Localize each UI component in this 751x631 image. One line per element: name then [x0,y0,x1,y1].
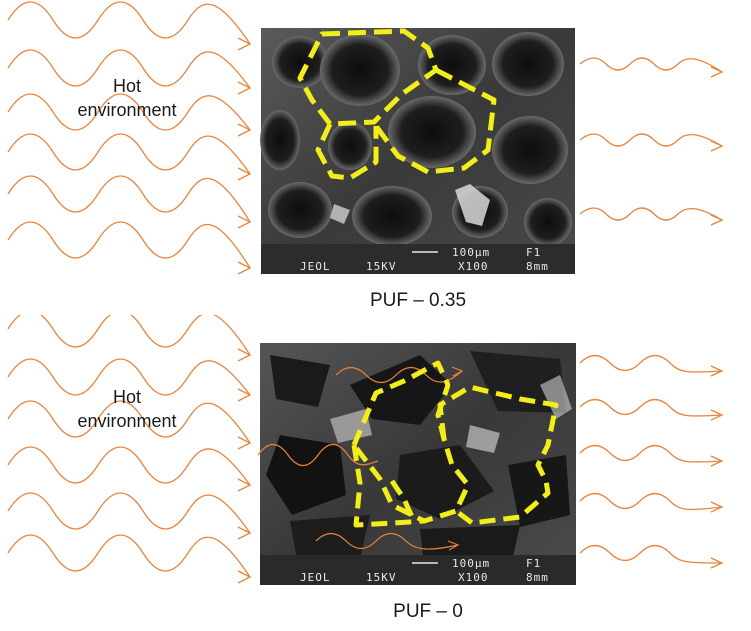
top-panel: JEOL 15KV 100μm F1 X100 8mm Hot environm… [0,0,751,315]
sem-distance-label: 8mm [526,571,549,584]
incoming-arrowheads [237,348,252,584]
outgoing-heat-waves [579,354,723,564]
bottom-panel-graphics: JEOL 15KV 100μm F1 X100 8mm [7,315,724,585]
hot-environment-label-bottom: Hot environment [77,387,177,431]
sem-instrument-label: JEOL [300,571,331,584]
sem-frame-label: F1 [526,557,541,570]
incoming-arrowheads [237,37,252,275]
sem-micrograph-bottom: JEOL 15KV 100μm F1 X100 8mm [260,343,576,585]
sem-scale-label: 100μm [452,246,490,259]
sem-magnification-label: X100 [458,260,489,273]
caption-bottom: PUF – 0 [393,601,463,622]
sem-micrograph-top: JEOL 15KV 100μm F1 X100 8mm [260,28,575,274]
sem-voltage-label: 15KV [366,260,397,273]
outgoing-arrowheads [710,66,724,226]
through-heat-waves [257,366,463,550]
top-panel-graphics: JEOL 15KV 100μm F1 X100 8mm [7,1,724,275]
cell-outline-highlights [351,360,559,528]
sem-scale-label: 100μm [452,557,490,570]
incoming-heat-waves [7,1,251,269]
hot-environment-label-top: Hot environment [77,76,177,120]
outgoing-heat-waves [579,57,723,221]
sem-instrument-label: JEOL [300,260,331,273]
incoming-heat-waves [7,315,251,578]
sem-magnification-label: X100 [458,571,489,584]
outgoing-arrowheads [710,365,724,569]
cell-outline-highlights [297,28,497,181]
sem-frame-label: F1 [526,246,541,259]
through-arrowheads [447,366,464,551]
bottom-panel: JEOL 15KV 100μm F1 X100 8mm [0,315,751,631]
sem-distance-label: 8mm [526,260,549,273]
caption-top: PUF – 0.35 [369,290,467,311]
sem-voltage-label: 15KV [366,571,397,584]
